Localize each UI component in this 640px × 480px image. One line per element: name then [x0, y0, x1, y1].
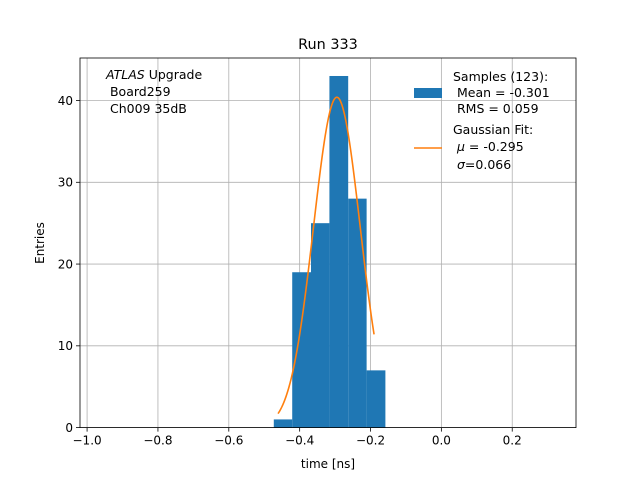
axes-frame [79, 57, 577, 429]
x-tick-label-2: −0.6 [214, 434, 243, 448]
annotation-line-1: ATLAS Upgrade [105, 67, 202, 82]
chart-title: Run 333 [298, 37, 358, 53]
x-tick-label-1: −0.8 [143, 434, 172, 448]
histogram-bar-5 [366, 370, 386, 428]
annotation-board: Board259 [106, 84, 171, 99]
x-axis-label: time [ns] [301, 457, 355, 471]
annotation-atlas: ATLAS [105, 67, 145, 82]
annotation-upgrade: Upgrade [145, 67, 203, 82]
legend-mu-symbol: μ [456, 139, 465, 154]
histogram-bar-2 [310, 223, 330, 428]
atlas-annotation: ATLAS Upgrade Board259 Ch009 35dB [105, 67, 202, 116]
histogram-bar-0 [273, 419, 293, 428]
annotation-channel: Ch009 35dB [106, 101, 187, 116]
x-tick-label-0: −1.0 [73, 434, 102, 448]
histogram-bar-1 [292, 272, 311, 428]
y-tick-label-4: 40 [58, 94, 73, 108]
y-tick-label-2: 20 [58, 257, 73, 271]
histogram-bar-3 [329, 75, 349, 428]
legend-fit-sigma: σ=0.066 [453, 157, 511, 172]
legend: Samples (123): Mean = -0.301 RMS = 0.059… [414, 69, 550, 172]
y-tick-label-3: 30 [58, 176, 73, 190]
legend-fit-title: Gaussian Fit: [453, 122, 533, 137]
legend-mu-value: = -0.295 [465, 139, 524, 154]
x-axis-ticks: −1.0 −0.8 −0.6 −0.4 −0.2 0.0 0.2 [73, 427, 522, 448]
legend-samples-title: Samples (123): [453, 69, 548, 84]
x-tick-label-3: −0.4 [285, 434, 314, 448]
x-tick-label-5: 0.0 [432, 434, 451, 448]
legend-sigma-value: =0.066 [465, 157, 511, 172]
gaussian-fit-layer [277, 96, 375, 415]
x-tick-label-6: 0.2 [503, 434, 522, 448]
legend-samples-swatch [414, 88, 442, 98]
histogram-bar-4 [348, 198, 367, 428]
y-axis-label: Entries [33, 222, 47, 264]
histogram-bars [273, 75, 386, 428]
legend-fit-mu: μ = -0.295 [453, 139, 524, 154]
legend-samples-mean: Mean = -0.301 [453, 85, 550, 100]
x-tick-label-4: −0.2 [356, 434, 385, 448]
legend-samples-rms: RMS = 0.059 [453, 101, 539, 116]
y-tick-label-1: 10 [58, 339, 73, 353]
y-tick-label-0: 0 [65, 421, 73, 435]
gaussian-fit-curve [277, 96, 375, 415]
y-axis-ticks: 0 10 20 30 40 [58, 94, 80, 435]
legend-sigma-symbol: σ [457, 157, 466, 172]
